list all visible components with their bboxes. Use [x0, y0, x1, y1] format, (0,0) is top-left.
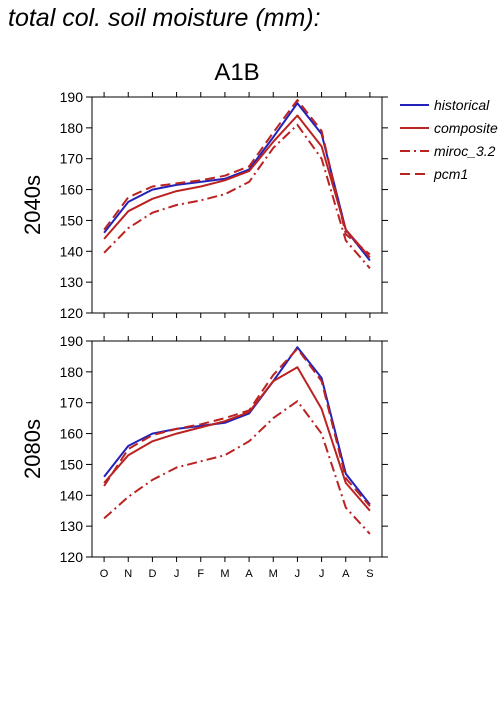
legend-label: composite	[434, 120, 498, 136]
legend-item: miroc_3.2	[400, 143, 496, 159]
legend-item: historical	[400, 97, 490, 113]
y-tick-label: 150	[60, 212, 84, 228]
month-label: A	[342, 568, 350, 580]
y-tick-label: 140	[60, 243, 84, 259]
row-label-2080s: 2080s	[20, 419, 45, 479]
series-line-historical	[103, 102, 371, 262]
month-label: M	[220, 568, 229, 580]
y-tick-label: 170	[60, 151, 84, 167]
panel-2040s: 120 130 140 150 160 170 180 190 2040s	[20, 89, 388, 321]
plot-frame	[91, 96, 383, 314]
y-tick-label: 130	[60, 518, 84, 534]
scenario-label: A1B	[214, 59, 259, 86]
legend-label: miroc_3.2	[434, 143, 496, 159]
series-line-miroc-3-2	[103, 400, 371, 535]
y-tick-label: 120	[60, 305, 84, 321]
legend-label: historical	[434, 97, 490, 113]
y-tick-label: 130	[60, 274, 84, 290]
month-label: O	[100, 568, 109, 580]
month-label: N	[124, 568, 132, 580]
y-tick-label: 170	[60, 395, 84, 411]
y-tick-label: 160	[60, 426, 84, 442]
month-label: J	[319, 568, 325, 580]
month-label: S	[366, 568, 373, 580]
y-tick-label: 190	[60, 89, 84, 105]
month-label: M	[269, 568, 278, 580]
legend-label: pcm1	[433, 166, 468, 182]
month-label: J	[295, 568, 301, 580]
month-label: A	[245, 568, 253, 580]
y-tick-label: 180	[60, 120, 84, 136]
legend-item: composite	[400, 120, 498, 136]
y-tick-label: 180	[60, 364, 84, 380]
row-label-2040s: 2040s	[20, 175, 45, 235]
plot-frame	[91, 340, 383, 558]
y-tick-label: 190	[60, 333, 84, 349]
series-line-historical	[103, 346, 371, 506]
y-tick-label: 120	[60, 549, 84, 565]
panel-2080s: 120 130 140 150 160 170 180 190 O N D J F M A M J J A S 2080…	[20, 333, 388, 580]
series-line-pcm1	[103, 347, 371, 507]
month-label: F	[197, 568, 204, 580]
y-tick-label: 150	[60, 456, 84, 472]
series-line-composite	[103, 366, 371, 512]
month-label: J	[174, 568, 180, 580]
page-title: total col. soil moisture (mm):	[8, 4, 321, 32]
chart-panels: 120 130 140 150 160 170 180 190 2040s 120 130 140 15…	[20, 89, 388, 580]
series-line-miroc-3-2	[103, 123, 371, 269]
y-tick-label: 140	[60, 487, 84, 503]
legend: historical composite miroc_3.2 pcm1	[400, 97, 498, 182]
legend-item: pcm1	[400, 166, 468, 182]
y-tick-label: 160	[60, 182, 84, 198]
series-line-composite	[103, 114, 371, 259]
month-label: D	[148, 568, 156, 580]
series-line-pcm1	[103, 99, 371, 256]
